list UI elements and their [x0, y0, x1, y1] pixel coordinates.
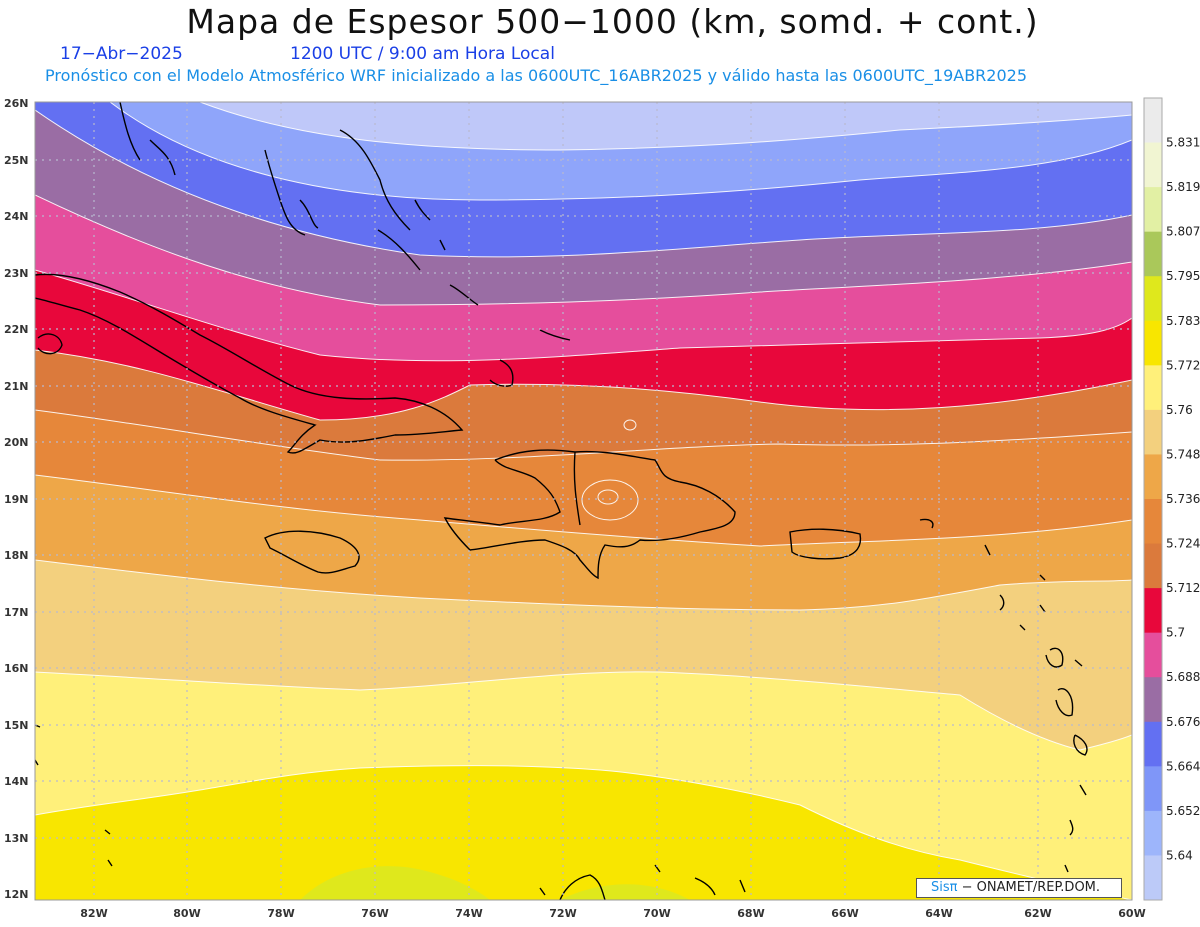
thickness-bands [35, 102, 1132, 900]
colorbar-label: 5.76 [1166, 403, 1193, 417]
lat-tick-label: 22N [4, 323, 29, 336]
lat-tick-label: 23N [4, 267, 29, 280]
lat-tick-label: 14N [4, 775, 29, 788]
lon-tick-label: 76W [361, 907, 388, 920]
lat-tick-label: 19N [4, 493, 29, 506]
lat-tick-label: 13N [4, 832, 29, 845]
colorbar-label: 5.7 [1166, 626, 1185, 640]
lat-tick-label: 20N [4, 436, 29, 449]
colorbar-label: 5.676 [1166, 715, 1200, 729]
colorbar-swatch [1144, 810, 1162, 856]
colorbar-label: 5.795 [1166, 269, 1200, 283]
lat-tick-label: 17N [4, 606, 29, 619]
colorbar-label: 5.736 [1166, 492, 1200, 506]
colorbar-swatch [1144, 187, 1162, 233]
map-title: Mapa de Espesor 500−1000 (km, somd. + co… [186, 2, 1039, 41]
contour-lines [35, 102, 1132, 900]
colorbar-swatch [1144, 855, 1162, 901]
lat-tick-label: 25N [4, 154, 29, 167]
colorbar-swatch [1144, 409, 1162, 455]
colorbar-swatch [1144, 454, 1162, 500]
colorbar: 5.831 5.819 5.807 5.795 5.783 5.772 5.76 5.748 5… [1143, 97, 1200, 901]
lat-tick-label: 24N [4, 210, 29, 223]
credit-text: − ONAMET/REP.DOM. [961, 880, 1101, 895]
colorbar-label: 5.819 [1166, 180, 1200, 194]
colorbar-swatch [1144, 766, 1162, 812]
lon-tick-label: 66W [831, 907, 858, 920]
colorbar-label: 5.724 [1166, 537, 1200, 551]
forecast-info: Pronóstico con el Modelo Atmosférico WRF… [45, 66, 1028, 85]
colorbar-label: 5.712 [1166, 581, 1200, 595]
colorbar-swatch [1144, 142, 1162, 188]
lat-tick-label: 18N [4, 549, 29, 562]
colorbar-swatch [1144, 320, 1162, 366]
lat-tick-label: 12N [4, 888, 29, 901]
lon-tick-label: 74W [455, 907, 482, 920]
colorbar-swatch [1144, 98, 1162, 144]
coastlines [35, 102, 1088, 900]
colorbar-label: 5.664 [1166, 759, 1200, 773]
sispi-logo: Sisπ [931, 880, 958, 895]
lat-tick-label: 26N [4, 97, 29, 110]
colorbar-label: 5.652 [1166, 804, 1200, 818]
colorbar-swatch [1144, 588, 1162, 634]
lat-tick-label: 16N [4, 662, 29, 675]
colorbar-swatch [1144, 365, 1162, 411]
lat-axis: 26N 25N 24N 23N 22N 21N 20N 19N 18N 17N … [4, 97, 29, 901]
lon-tick-label: 70W [643, 907, 670, 920]
colorbar-label: 5.64 [1166, 848, 1193, 862]
plot-frame [34, 101, 1133, 901]
colorbar-swatch [1144, 543, 1162, 589]
lon-axis: 82W 80W 78W 76W 74W 72W 70W 68W 66W 64W … [80, 907, 1145, 920]
lon-tick-label: 68W [737, 907, 764, 920]
band-5-783 [300, 866, 690, 900]
colorbar-label: 5.831 [1166, 136, 1200, 150]
colorbar-label: 5.783 [1166, 314, 1200, 328]
lon-tick-label: 82W [80, 907, 107, 920]
colorbar-swatch [1144, 677, 1162, 723]
lat-tick-label: 15N [4, 719, 29, 732]
colorbar-swatch [1144, 499, 1162, 545]
valid-date: 17−Abr−2025 [60, 44, 183, 64]
lon-tick-label: 72W [549, 907, 576, 920]
lon-tick-label: 78W [267, 907, 294, 920]
lon-tick-label: 62W [1024, 907, 1051, 920]
colorbar-swatch [1144, 721, 1162, 767]
colorbar-swatch [1144, 231, 1162, 277]
lat-tick-label: 21N [4, 380, 29, 393]
colorbar-swatch [1144, 276, 1162, 322]
lon-tick-label: 80W [173, 907, 200, 920]
credit-box: Sisπ − ONAMET/REP.DOM. [916, 878, 1122, 898]
colorbar-label: 5.772 [1166, 358, 1200, 372]
colorbar-label: 5.807 [1166, 225, 1200, 239]
colorbar-label: 5.748 [1166, 447, 1200, 461]
grid-lines [35, 102, 1132, 900]
colorbar-frame [1143, 97, 1163, 901]
valid-time: 1200 UTC / 9:00 am Hora Local [290, 44, 555, 64]
lon-tick-label: 60W [1118, 907, 1145, 920]
lon-tick-label: 64W [925, 907, 952, 920]
colorbar-label: 5.688 [1166, 670, 1200, 684]
band-5-772 [35, 765, 1132, 900]
colorbar-swatch [1144, 632, 1162, 678]
